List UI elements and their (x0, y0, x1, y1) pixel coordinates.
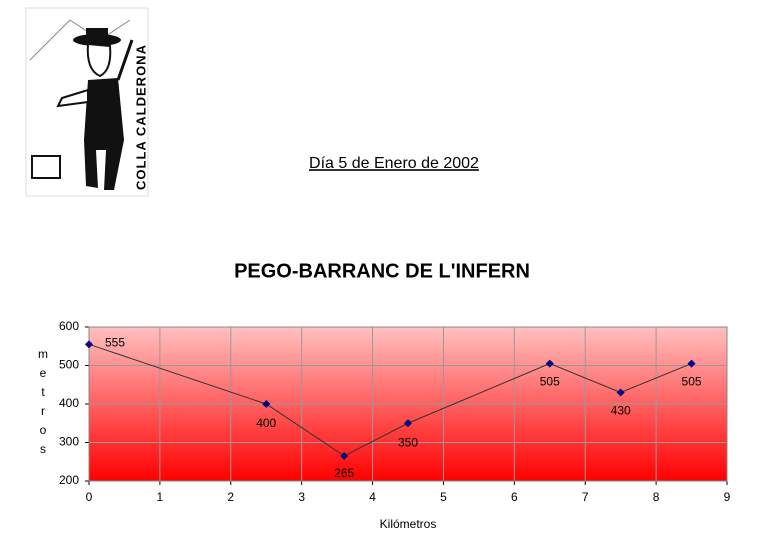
marker (85, 340, 93, 349)
x-tick-label: 6 (511, 490, 518, 504)
x-tick-label: 2 (227, 490, 234, 504)
logo-text: COLLA CALDERONA (133, 44, 148, 190)
x-tick-label: 7 (582, 490, 589, 504)
y-tick-label: 300 (59, 435, 79, 449)
x-tick-label: 8 (653, 490, 660, 504)
x-tick-label: 0 (86, 490, 93, 504)
data-label: 400 (256, 416, 276, 430)
logo: COLLA CALDERONA (25, 7, 149, 197)
marker (616, 388, 625, 397)
y-tick-label: 500 (59, 358, 79, 372)
chart-title: PEGO-BARRANC DE L'INFERN (234, 260, 530, 282)
data-label: 555 (105, 335, 125, 349)
marker (262, 400, 271, 408)
y-tick-label: 400 (59, 396, 79, 410)
data-label: 430 (611, 404, 631, 418)
x-tick-label: 3 (298, 490, 305, 504)
data-label: 265 (334, 466, 354, 480)
x-tick-label: 5 (440, 490, 447, 504)
marker (404, 419, 412, 428)
x-tick-label: 9 (724, 490, 731, 504)
y-tick-label: 600 (59, 319, 79, 333)
x-axis-label: Kilómetros (380, 517, 437, 531)
marker (545, 359, 554, 368)
y-tick-label: 200 (59, 473, 79, 487)
plot-border (88, 326, 728, 482)
x-tick-label: 4 (369, 490, 376, 504)
marker (687, 359, 696, 368)
x-tick-label: 1 (157, 490, 164, 504)
data-label: 350 (398, 435, 418, 449)
marker (340, 451, 349, 460)
date: Día 5 de Enero de 2002 (309, 155, 479, 172)
data-label: 505 (682, 375, 702, 389)
data-label: 505 (540, 375, 560, 389)
